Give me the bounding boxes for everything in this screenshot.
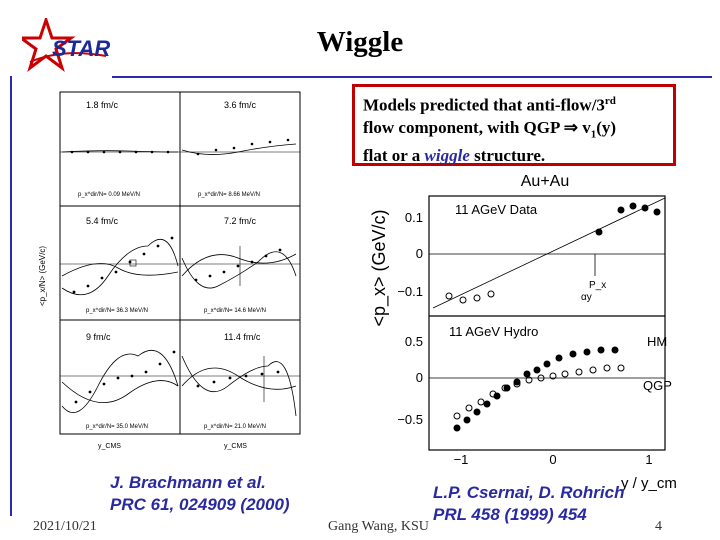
right-title: Au+Au — [521, 173, 569, 190]
right-figure: Au+Au <p_x> (GeV/c) 11 AGeV Data P_x αy … — [345, 168, 685, 498]
top-label: 11 AGeV Data — [455, 202, 538, 217]
svg-text:y_CMS: y_CMS — [98, 443, 121, 450]
svg-text:1: 1 — [645, 452, 652, 467]
svg-text:5.4 fm/c: 5.4 fm/c — [86, 216, 119, 226]
svg-text:y_CMS: y_CMS — [224, 443, 247, 450]
star-logo: STAR — [16, 15, 112, 78]
citation-left: J. Brachmann et al. PRC 61, 024909 (2000… — [110, 473, 290, 514]
svg-text:HM: HM — [647, 334, 667, 349]
footer-date: 2021/10/21 — [33, 519, 97, 534]
page-number: 4 — [655, 519, 662, 534]
slide-title: Wiggle — [316, 26, 404, 58]
left-rule — [10, 76, 12, 516]
svg-text:P_x: P_x — [589, 280, 606, 291]
panel-3: 5.4 fm/c p_x^dir/N= 36.3 MeV/N — [60, 216, 180, 314]
citation-right: L.P. Csernai, D. Rohrich PRL 458 (1999) … — [433, 483, 625, 524]
title-rule — [112, 76, 712, 78]
svg-text:p_x^dir/N= 35.0 MeV/N: p_x^dir/N= 35.0 MeV/N — [86, 424, 148, 430]
svg-text:−0.1: −0.1 — [397, 284, 423, 299]
svg-text:p_x^dir/N= 0.09 MeV/N: p_x^dir/N= 0.09 MeV/N — [78, 192, 140, 198]
svg-text:0: 0 — [416, 370, 423, 385]
svg-text:−0.5: −0.5 — [397, 412, 423, 427]
left-ylabel: <p_x/N> (GeV/c) — [38, 246, 47, 306]
svg-text:QGP: QGP — [643, 378, 672, 393]
svg-text:−1: −1 — [454, 452, 469, 467]
right-xlabel: y / y_cm — [621, 475, 677, 492]
right-ylabel: <p_x> (GeV/c) — [369, 209, 390, 326]
panel-5: 9 fm/c p_x^dir/N= 35.0 MeV/N — [60, 332, 180, 430]
left-figure: <p_x/N> (GeV/c) 1.8 fm/c p_x^dir/N= 0.09… — [38, 86, 310, 456]
svg-text:p_x^dir/N= 14.6 MeV/N: p_x^dir/N= 14.6 MeV/N — [204, 308, 266, 314]
panel-6: 11.4 fm/c p_x^dir/N= 21.0 MeV/N — [180, 332, 300, 430]
logo-text: STAR — [52, 36, 110, 61]
svg-text:9 fm/c: 9 fm/c — [86, 332, 111, 342]
svg-text:3.6 fm/c: 3.6 fm/c — [224, 100, 257, 110]
footer-author: Gang Wang, KSU — [328, 519, 429, 534]
svg-text:11.4 fm/c: 11.4 fm/c — [224, 332, 261, 342]
svg-text:7.2 fm/c: 7.2 fm/c — [224, 216, 257, 226]
panel-1: 1.8 fm/c p_x^dir/N= 0.09 MeV/N — [60, 100, 180, 198]
svg-text:αy: αy — [581, 292, 592, 303]
svg-text:0.1: 0.1 — [405, 210, 423, 225]
wiggle-word: wiggle — [424, 146, 470, 166]
svg-text:0: 0 — [416, 246, 423, 261]
bottom-label: 11 AGeV Hydro — [449, 324, 538, 339]
svg-text:0: 0 — [549, 452, 556, 467]
panel-2: 3.6 fm/c p_x^dir/N= 8.66 MeV/N — [180, 100, 300, 198]
svg-text:p_x^dir/N= 8.66 MeV/N: p_x^dir/N= 8.66 MeV/N — [198, 192, 260, 198]
svg-text:p_x^dir/N= 36.3 MeV/N: p_x^dir/N= 36.3 MeV/N — [86, 308, 148, 314]
svg-text:0.5: 0.5 — [405, 334, 423, 349]
svg-text:1.8 fm/c: 1.8 fm/c — [86, 100, 119, 110]
callout-box: Models predicted that anti-flow/3rd flow… — [352, 84, 676, 166]
panel-4: 7.2 fm/c p_x^dir/N= 14.6 MeV/N — [180, 216, 300, 314]
svg-text:p_x^dir/N= 21.0 MeV/N: p_x^dir/N= 21.0 MeV/N — [204, 424, 266, 430]
